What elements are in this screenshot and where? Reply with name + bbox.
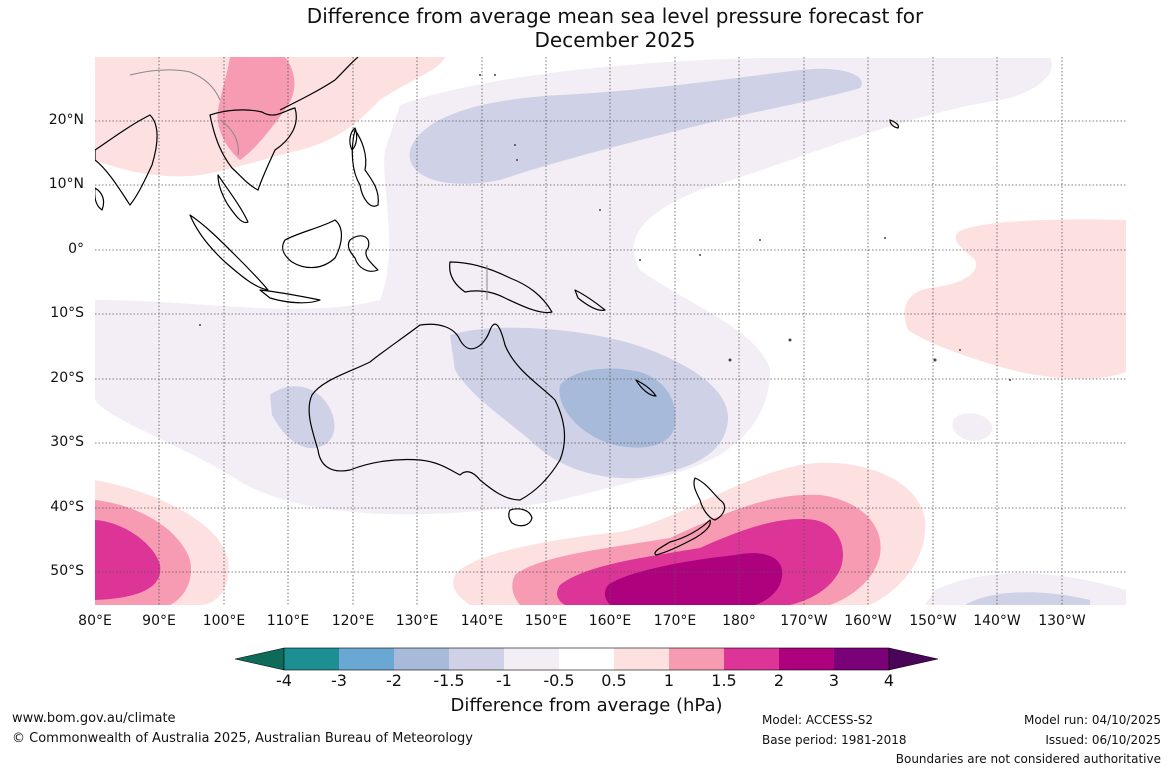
lon-label-150w: 150°W	[909, 613, 957, 629]
contour-pos-0.5-east-pacific	[904, 219, 1126, 379]
lon-label-140w: 140°W	[973, 613, 1021, 629]
colorbar-tick-neg1: -1	[496, 671, 512, 690]
lat-label-10n: 10°N	[48, 176, 84, 192]
colorbar-segment-2-3	[779, 648, 834, 670]
island-dots	[199, 74, 1011, 381]
lon-label-90e: 90°E	[142, 613, 176, 629]
lon-label-150e: 150°E	[524, 613, 568, 629]
colorbar-tick-0.5: 0.5	[601, 671, 627, 690]
colorbar-segment-0.5-1	[614, 648, 669, 670]
colorbar-extend-high	[888, 647, 939, 671]
lon-label-100e: 100°E	[202, 613, 246, 629]
coast-solomons	[574, 289, 606, 311]
footer-boundaries-note: Boundaries are not considered authoritat…	[895, 752, 1161, 766]
coast-india	[95, 114, 158, 206]
colorbar-tick-2: 2	[773, 671, 785, 690]
colorbar-extend-low	[234, 647, 285, 671]
coast-java	[259, 289, 321, 304]
coast-taiwan	[349, 127, 358, 151]
lat-label-10s: 10°S	[50, 305, 84, 321]
colorbar-segment-neg2-neg1.5	[394, 648, 449, 670]
coast-nz-south	[654, 519, 711, 556]
colorbar-tick-neg3: -3	[331, 671, 347, 690]
coast-hawaii	[889, 119, 900, 129]
colorbar-segment-neutral	[559, 648, 614, 670]
footer-model-run: Model run: 04/10/2025	[1023, 713, 1161, 727]
colorbar-tick-neg1.5: -1.5	[433, 671, 465, 690]
lon-label-180: 180°	[722, 613, 756, 629]
contour-neg-1.5-coral-sea	[559, 368, 676, 448]
colorbar-segment-neg1.5-neg1	[449, 648, 504, 670]
colorbar-tick-neg0.5: -0.5	[543, 671, 575, 690]
contour-pos-1-asia	[217, 57, 295, 160]
coast-borneo	[282, 219, 342, 269]
coast-philippines	[351, 129, 379, 207]
lat-label-30s: 30°S	[50, 434, 84, 450]
footer-model: Model: ACCESS-S2	[762, 713, 874, 727]
colorbar-tick-neg2: -2	[386, 671, 402, 690]
colorbar-segment-1.5-2	[724, 648, 779, 670]
coast-sulawesi	[347, 235, 379, 272]
colorbar-outline	[283, 647, 890, 671]
lat-label-50s: 50°S	[50, 563, 84, 579]
coast-australia	[308, 323, 566, 501]
footer-url[interactable]: www.bom.gov.au/climate	[12, 711, 176, 726]
coast-srilanka	[95, 187, 105, 211]
title-line-1: Difference from average mean sea level p…	[306, 4, 924, 28]
lon-label-130w: 130°W	[1038, 613, 1086, 629]
lon-label-140e: 140°E	[460, 613, 504, 629]
coast-new-guinea	[449, 261, 553, 314]
colorbar-segment-neg3-neg2	[339, 648, 394, 670]
lat-label-20n: 20°N	[48, 112, 84, 128]
lat-label-20s: 20°S	[50, 370, 84, 386]
colorbar-segment-1-1.5	[669, 648, 724, 670]
lat-label-0: 0°	[68, 241, 84, 257]
colorbar-tick-3: 3	[828, 671, 840, 690]
lon-label-170w: 170°W	[780, 613, 828, 629]
colorbar-segment-neg4-neg3	[284, 648, 339, 670]
lat-label-40s: 40°S	[50, 499, 84, 515]
lon-label-110e: 110°E	[266, 613, 310, 629]
footer-issued: Issued: 06/10/2025	[1045, 733, 1161, 747]
chart-title: Difference from average mean sea level p…	[0, 4, 1173, 52]
coast-tasmania	[508, 508, 533, 527]
coast-nz-north	[693, 477, 726, 521]
footer-copyright: © Commonwealth of Australia 2025, Austra…	[12, 731, 473, 746]
lon-label-160w: 160°W	[844, 613, 892, 629]
coast-china	[279, 57, 359, 111]
colorbar-tick-1.5: 1.5	[711, 671, 737, 690]
coast-malay	[217, 174, 249, 224]
colorbar-tick-4: 4	[883, 671, 895, 690]
lon-label-160e: 160°E	[588, 613, 632, 629]
coastlines	[95, 57, 900, 556]
coast-new-caledonia	[635, 379, 657, 397]
colorbar-tick-neg4: -4	[276, 671, 292, 690]
contour-neg-0.5-island	[952, 413, 993, 441]
footer-base-period: Base period: 1981-2018	[762, 733, 907, 747]
colorbar-label: Difference from average (hPa)	[450, 695, 723, 716]
coast-sumatra	[189, 214, 269, 291]
contour-neg-1-north-pacific	[409, 68, 862, 184]
contour-pos-1.5-southwest	[95, 520, 161, 600]
colorbar-tick-1: 1	[663, 671, 675, 690]
colorbar-segment-3-4	[834, 648, 889, 670]
contour-neg-0.5-north-pacific	[95, 58, 1052, 515]
anomaly-field	[95, 57, 1126, 605]
contour-neg-1-west	[270, 386, 335, 449]
contour-pos-2-south-pacific	[604, 553, 783, 605]
contour-neg-1-southeast	[965, 592, 1090, 605]
colorbar-segment-neg1-neg0.5	[504, 648, 559, 670]
country-borders	[129, 69, 488, 300]
lon-label-80e: 80°E	[78, 613, 112, 629]
coast-indochina	[209, 107, 297, 191]
lon-label-130e: 130°E	[395, 613, 439, 629]
title-line-2: December 2025	[534, 28, 696, 52]
lon-label-170e: 170°E	[653, 613, 697, 629]
lon-label-120e: 120°E	[331, 613, 375, 629]
